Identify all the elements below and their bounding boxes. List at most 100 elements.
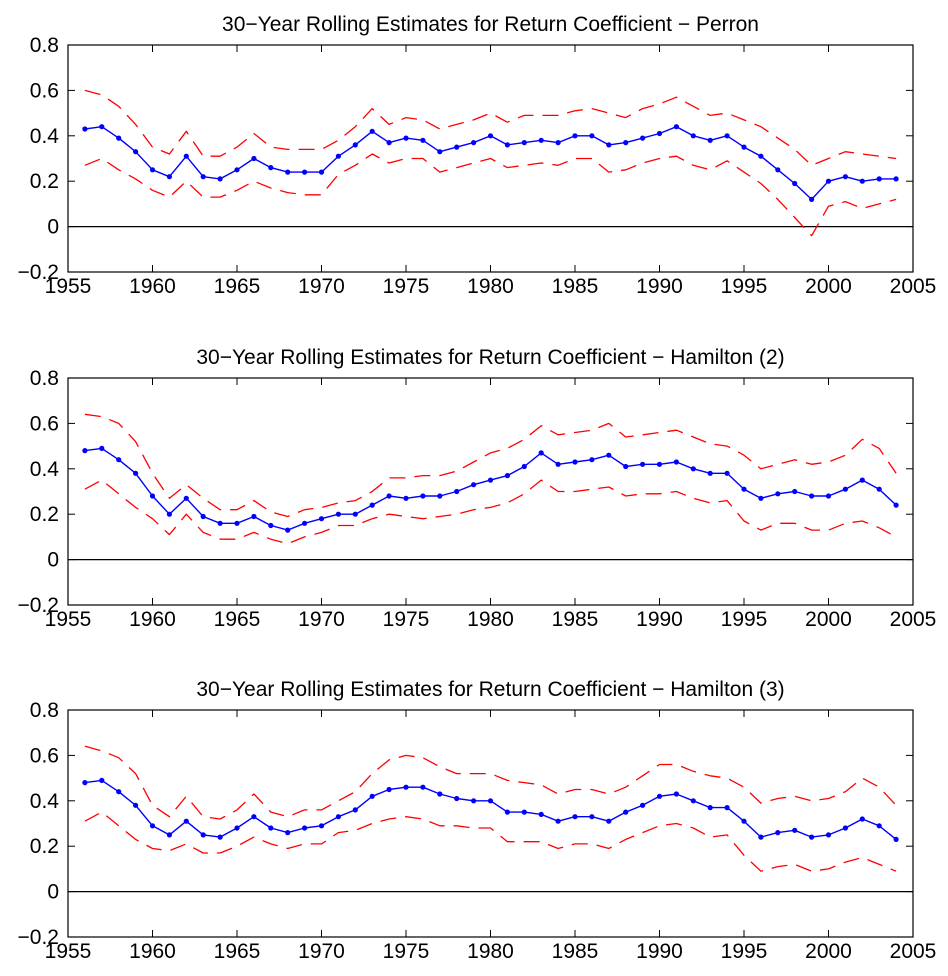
estimate-point	[403, 495, 409, 501]
estimate-line	[84, 779, 897, 840]
y-tick-label: 0	[47, 216, 59, 239]
estimate-point	[335, 511, 341, 517]
estimate-point	[792, 488, 798, 495]
estimate-point	[589, 457, 595, 463]
x-tick-label: 1985	[552, 275, 599, 298]
estimate-point	[572, 133, 578, 139]
estimate-point	[386, 786, 392, 793]
estimate-point	[893, 836, 899, 843]
estimate-point	[842, 174, 849, 180]
estimate-point	[673, 459, 680, 465]
estimate-point	[589, 814, 595, 820]
estimate-point	[623, 463, 629, 470]
estimate-point	[859, 816, 865, 822]
estimate-point	[268, 165, 274, 171]
estimate-point	[707, 805, 713, 811]
x-tick-label: 1970	[298, 275, 345, 298]
estimate-point	[656, 130, 663, 137]
estimate-point	[859, 178, 865, 184]
estimate-point	[471, 140, 477, 146]
estimate-point	[318, 169, 325, 175]
estimate-point	[640, 135, 646, 141]
estimate-point	[234, 825, 240, 831]
estimate-point	[437, 493, 443, 499]
estimate-point	[876, 486, 882, 492]
estimate-point	[640, 461, 646, 467]
estimate-point	[217, 520, 223, 526]
y-tick-label: 0.4	[30, 790, 60, 813]
estimate-point	[707, 137, 713, 143]
estimate-point	[99, 124, 105, 130]
estimate-point	[352, 807, 358, 813]
x-tick-label: 1980	[467, 275, 514, 298]
x-tick-label: 1985	[552, 940, 599, 963]
estimate-point	[504, 809, 510, 815]
band-line-lower	[84, 153, 897, 237]
estimate-point	[285, 527, 291, 533]
estimate-point	[234, 520, 240, 526]
y-tick-label: −0.2	[18, 261, 59, 284]
x-tick-label: 1960	[129, 275, 176, 298]
estimate-point	[673, 124, 680, 130]
y-tick-label: 0.8	[30, 699, 59, 722]
estimate-point	[149, 493, 156, 499]
estimate-point	[437, 791, 443, 797]
x-tick-label: 1955	[45, 940, 92, 963]
band-line-upper	[84, 89, 897, 166]
plot-frame	[67, 709, 914, 938]
estimate-point	[538, 137, 544, 143]
estimate-point	[335, 153, 341, 159]
x-tick-label: 1990	[636, 608, 683, 631]
estimate-point	[403, 784, 409, 790]
chart-title: 30−Year Rolling Estimates for Return Coe…	[196, 678, 784, 701]
x-tick-label: 2005	[890, 608, 937, 631]
estimate-point	[606, 142, 612, 148]
estimate-point	[521, 463, 527, 470]
estimate-point	[504, 142, 510, 148]
band-line-lower	[84, 811, 897, 872]
chart-title: 30−Year Rolling Estimates for Return Coe…	[222, 13, 759, 36]
estimate-point	[133, 802, 139, 808]
estimate-point	[504, 473, 510, 479]
estimate-point	[82, 448, 88, 454]
estimate-point	[166, 832, 172, 838]
x-tick-label: 1990	[636, 275, 683, 298]
estimate-point	[859, 477, 865, 483]
estimate-point	[217, 176, 223, 182]
chart-panel-2: 30−Year Rolling Estimates for Return Coe…	[18, 346, 937, 631]
estimate-point	[825, 178, 832, 184]
estimate-point	[758, 153, 764, 159]
estimate-point	[623, 809, 629, 815]
estimate-point	[555, 818, 561, 824]
x-tick-label: 2000	[805, 940, 852, 963]
y-tick-label: −0.2	[18, 594, 59, 617]
estimate-point	[285, 169, 291, 175]
estimate-point	[420, 784, 426, 790]
estimate-point	[893, 176, 899, 182]
estimate-point	[302, 169, 308, 175]
x-tick-label: 1970	[298, 608, 345, 631]
estimate-point	[775, 491, 781, 497]
estimate-point	[99, 445, 105, 451]
estimate-point	[166, 174, 172, 180]
estimate-point	[842, 486, 849, 492]
estimate-point	[538, 450, 544, 456]
x-tick-label: 1960	[129, 940, 176, 963]
estimate-point	[420, 137, 426, 143]
estimate-point	[487, 133, 494, 139]
estimate-point	[454, 795, 460, 802]
x-tick-label: 1975	[383, 275, 430, 298]
y-tick-label: 0	[47, 881, 59, 904]
x-tick-label: 1955	[45, 608, 92, 631]
estimate-point	[521, 140, 527, 146]
y-tick-label: 0.6	[30, 412, 59, 435]
x-tick-label: 1990	[636, 940, 683, 963]
y-tick-label: 0.8	[30, 367, 59, 390]
estimate-point	[149, 167, 156, 173]
estimate-point	[707, 470, 713, 476]
estimate-point	[606, 818, 612, 824]
x-tick-label: 1955	[45, 275, 92, 298]
estimate-point	[183, 495, 189, 501]
estimate-point	[741, 818, 747, 824]
estimate-point	[656, 461, 663, 467]
